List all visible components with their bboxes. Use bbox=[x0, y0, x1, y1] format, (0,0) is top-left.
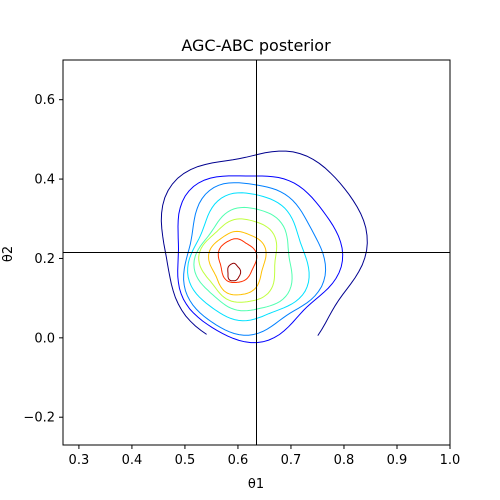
y-axis: −0.2 0.0 0.2 0.4 0.6 bbox=[23, 93, 63, 426]
x-tick-label: 0.4 bbox=[122, 453, 143, 468]
x-tick-label: 0.5 bbox=[175, 453, 196, 468]
x-axis-label: θ1 bbox=[248, 477, 264, 492]
y-tick-label: 0.4 bbox=[34, 173, 55, 188]
contour-level-3 bbox=[183, 182, 327, 336]
y-tick-label: −0.2 bbox=[23, 411, 55, 426]
y-axis-label: θ2 bbox=[1, 246, 16, 262]
plot-frame bbox=[62, 59, 451, 446]
x-tick-label: 0.6 bbox=[228, 453, 249, 468]
chart-title: AGC-ABC posterior bbox=[181, 36, 331, 55]
contour-level-9 bbox=[227, 262, 242, 282]
contour-level-4 bbox=[187, 192, 310, 322]
x-tick-label: 0.3 bbox=[69, 453, 90, 468]
contour-level-7 bbox=[208, 230, 267, 296]
y-tick-label: 0.0 bbox=[34, 331, 55, 346]
x-tick-label: 1.0 bbox=[440, 453, 461, 468]
y-tick-label: 0.6 bbox=[34, 93, 55, 108]
contour-level-2 bbox=[177, 175, 344, 344]
x-tick-label: 0.7 bbox=[281, 453, 302, 468]
x-tick-label: 0.8 bbox=[334, 453, 355, 468]
contour-lines bbox=[160, 150, 368, 344]
contour-level-8 bbox=[217, 238, 258, 283]
contour-level-5 bbox=[193, 206, 293, 312]
x-tick-label: 0.9 bbox=[387, 453, 408, 468]
y-tick-label: 0.2 bbox=[34, 252, 55, 267]
contour-level-1 bbox=[160, 150, 368, 336]
reference-lines bbox=[63, 60, 450, 445]
contour-level-6 bbox=[198, 218, 278, 303]
x-axis: 0.3 0.4 0.5 0.6 0.7 0.8 0.9 1.0 bbox=[69, 445, 461, 468]
